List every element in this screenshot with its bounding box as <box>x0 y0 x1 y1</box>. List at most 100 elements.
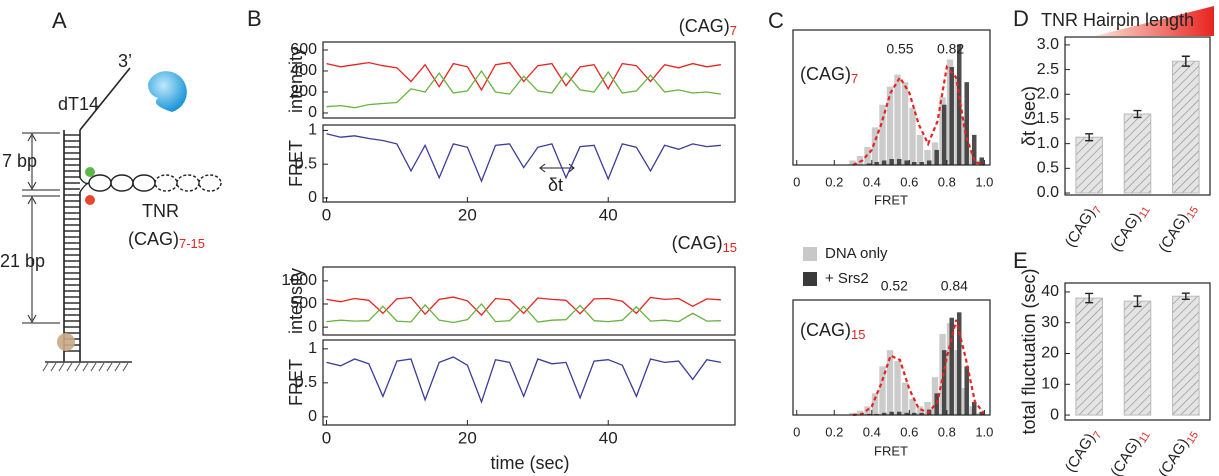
hairpin-loop <box>198 174 222 192</box>
y-tick-label: 2.5 <box>1037 61 1059 78</box>
chart-title: TNR Hairpin length <box>1041 10 1194 30</box>
y-axis-label: total fluctuation (sec) <box>1019 268 1039 434</box>
bar <box>1123 300 1152 416</box>
x-axis-label: FRET <box>874 192 908 207</box>
hairpin-loop <box>176 174 200 192</box>
x-tick-label: (CAG)11 <box>1107 200 1152 256</box>
donor-dye <box>85 167 95 177</box>
hairpin-loop <box>132 174 156 192</box>
x-tick-label: 0 <box>322 205 331 224</box>
length-wedge <box>1095 6 1214 36</box>
hist-bar <box>904 412 909 415</box>
x-tick-label: 1.0 <box>975 424 993 439</box>
peak-label: 0.82 <box>937 41 964 57</box>
hist-bar <box>886 350 894 415</box>
x-tick-label: 0.8 <box>938 174 956 189</box>
y-axis-label: intensity <box>286 268 306 334</box>
hist-bar <box>971 402 977 415</box>
hist-bar <box>871 127 879 165</box>
x-tick-label: (CAG)7 <box>1062 200 1105 252</box>
y-tick-label: 10 <box>1041 376 1059 393</box>
ssdna-tail <box>79 67 131 131</box>
hist-bar <box>971 134 977 165</box>
panel-label: E <box>1013 248 1028 273</box>
chart-title: (CAG)15 <box>672 233 737 256</box>
y-tick-label: 0.5 <box>295 374 317 391</box>
label: 3’ <box>118 51 132 71</box>
plot-frame <box>322 41 736 119</box>
hist-bar <box>934 149 939 165</box>
y-tick-label: 0 <box>308 104 317 121</box>
bar <box>1075 297 1103 416</box>
y-tick-label: 1.5 <box>1037 110 1059 127</box>
trace <box>326 356 722 404</box>
hist-bar <box>941 350 947 415</box>
x-tick-label: (CAG)7 <box>1062 425 1105 476</box>
x-tick-label: 0.4 <box>863 174 881 189</box>
annotation: δt <box>548 175 563 195</box>
y-tick-label: 0.0 <box>1037 184 1059 201</box>
plot-frame <box>322 266 736 336</box>
hist-bar <box>934 393 939 415</box>
bracket-arrow <box>27 132 37 324</box>
peak-label: 0.55 <box>886 41 913 57</box>
y-tick-label: 200 <box>290 83 317 100</box>
panel-label: A <box>52 8 67 33</box>
hist-bar <box>941 104 947 165</box>
x-tick-label: 0 <box>322 428 331 447</box>
hist-bar <box>881 412 887 415</box>
legend-swatch <box>803 247 817 261</box>
y-tick-label: 40 <box>1041 283 1059 300</box>
hist-bar <box>949 317 954 415</box>
hist-bar <box>956 312 962 415</box>
trace <box>326 133 721 183</box>
hist-bar <box>866 163 872 165</box>
hairpin-loop <box>154 174 178 192</box>
x-tick-label: 1.0 <box>975 174 993 189</box>
legend-label: + Srs2 <box>825 270 869 287</box>
hist-bar <box>919 412 924 415</box>
x-tick-label: 0.2 <box>825 174 843 189</box>
panel-label: C <box>768 8 784 33</box>
y-tick-label: 1 <box>308 122 317 139</box>
panel-label: D <box>1013 6 1029 31</box>
y-tick-label: 0.5 <box>1037 160 1059 177</box>
x-tick-label: 0.2 <box>825 424 843 439</box>
hist-bar <box>894 74 901 165</box>
x-tick-label: (CAG)15 <box>1155 200 1201 257</box>
trace <box>326 296 721 317</box>
error-bar <box>1133 109 1142 119</box>
hist-bar <box>896 411 902 415</box>
y-tick-label: 2.0 <box>1037 85 1059 102</box>
chart-title: (CAG)7 <box>679 16 737 39</box>
y-tick-label: 0 <box>308 318 317 335</box>
acceptor-dye <box>85 195 95 205</box>
y-axis-label: intensity <box>286 47 306 113</box>
hist-bar <box>911 161 917 165</box>
y-tick-label: 0.5 <box>295 155 317 172</box>
bar <box>1172 60 1200 194</box>
x-tick-label: 0.4 <box>863 424 881 439</box>
y-tick-label: 500 <box>290 295 317 312</box>
x-tick-label: 40 <box>599 205 618 224</box>
hist-bar <box>856 410 864 415</box>
hairpin-loop <box>110 174 134 192</box>
bracket-tick <box>22 132 60 324</box>
x-tick-label: (CAG)11 <box>1107 425 1152 476</box>
peak-label: 0.84 <box>941 278 968 294</box>
y-tick-label: 0 <box>308 408 317 425</box>
hist-bar <box>904 160 909 165</box>
error-bar <box>1085 292 1094 304</box>
x-axis-label: FRET <box>874 443 908 458</box>
label: 21 bp <box>0 251 45 271</box>
y-tick-label: 20 <box>1041 345 1059 362</box>
hist-bar <box>874 161 879 165</box>
hist-bar <box>879 366 886 415</box>
hist-bar <box>894 360 901 415</box>
bar <box>1172 295 1200 416</box>
hist-bar <box>901 82 909 165</box>
dna-diagram: 3’ dT14 7 bp 21 bp TNR (CAG)7-15 <box>0 51 222 372</box>
error-bar <box>1085 133 1094 142</box>
